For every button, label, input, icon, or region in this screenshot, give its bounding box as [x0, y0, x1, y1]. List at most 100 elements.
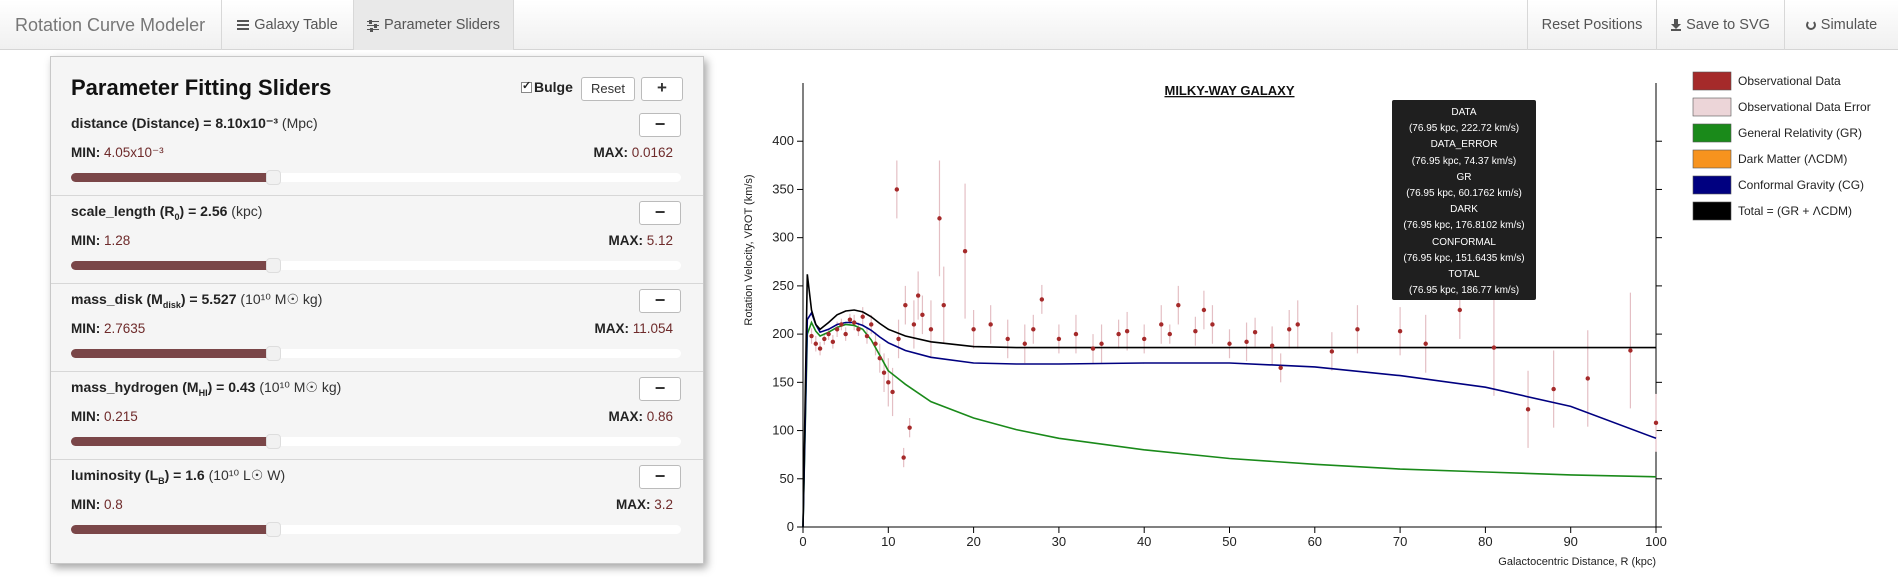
simulate-button[interactable]: Simulate	[1785, 0, 1898, 50]
reset-positions-button[interactable]: Reset Positions	[1527, 0, 1657, 50]
data-point	[1295, 322, 1300, 327]
slider-thumb[interactable]	[266, 522, 282, 537]
download-icon	[1671, 19, 1682, 32]
data-point	[839, 322, 844, 327]
data-point	[1252, 329, 1258, 335]
slider-thumb[interactable]	[266, 170, 282, 185]
param-label: mass_disk (Mdisk) = 5.527 (10¹⁰ M☉ kg)	[71, 291, 323, 310]
tooltip-line: DARK	[1450, 204, 1478, 216]
slider-thumb[interactable]	[266, 434, 282, 449]
remove-parameter-button[interactable]: −	[639, 465, 681, 489]
brand-title[interactable]: Rotation Curve Modeler	[0, 0, 222, 50]
data-point	[873, 341, 878, 346]
slider-fill	[71, 261, 275, 270]
reset-button[interactable]: Reset	[581, 77, 635, 101]
remove-parameter-button[interactable]: −	[639, 201, 681, 225]
legend-label: Dark Matter (ΛCDM)	[1738, 152, 1847, 166]
x-tick-label: 20	[966, 534, 980, 549]
data-point	[915, 293, 921, 298]
slider-thumb[interactable]	[266, 346, 282, 361]
data-point	[817, 346, 823, 351]
galaxy-table-button[interactable]: Galaxy Table	[222, 0, 354, 50]
remove-parameter-button[interactable]: −	[639, 289, 681, 313]
panel-title: Parameter Fitting Sliders	[71, 75, 332, 100]
tooltip-line: (76.95 kpc, 74.37 km/s)	[1411, 155, 1517, 167]
y-tick-label: 50	[780, 471, 794, 486]
slider-fill	[71, 437, 275, 446]
tooltip-line: (76.95 kpc, 176.8102 km/s)	[1403, 220, 1525, 232]
slider-fill	[71, 349, 275, 358]
x-tick-label: 100	[1645, 534, 1667, 549]
y-tick-label: 200	[772, 326, 794, 341]
bulge-toggle[interactable]: Bulge	[521, 79, 573, 95]
legend-swatch	[1692, 97, 1732, 117]
param-label: luminosity (LB) = 1.6 (10¹⁰ L☉ W)	[71, 467, 286, 486]
data-point	[1159, 322, 1164, 327]
data-point	[843, 331, 848, 337]
slider-thumb[interactable]	[266, 258, 282, 273]
parameter-slider[interactable]	[71, 258, 681, 273]
data-point	[896, 336, 901, 342]
data-point	[877, 356, 882, 361]
parameter-slider[interactable]	[71, 346, 681, 361]
data-point	[903, 302, 908, 308]
y-tick-label: 400	[772, 133, 794, 148]
data-point	[894, 187, 900, 192]
param-luminosity: luminosity (LB) = 1.6 (10¹⁰ L☉ W) − MIN:…	[51, 459, 703, 547]
series-line	[802, 274, 1656, 528]
data-point	[928, 327, 934, 332]
x-tick-label: 90	[1563, 534, 1577, 549]
tooltip-line: (76.95 kpc, 222.72 km/s)	[1408, 123, 1520, 135]
param-scale-length: scale_length (R0) = 2.56 (kpc) − MIN: 1.…	[51, 195, 703, 284]
param-mass-disk: mass_disk (Mdisk) = 5.527 (10¹⁰ M☉ kg) −…	[51, 283, 703, 372]
add-parameter-button[interactable]: +	[641, 77, 683, 101]
reset-positions-label: Reset Positions	[1541, 17, 1643, 33]
data-point	[830, 339, 836, 345]
data-point	[1193, 329, 1198, 334]
data-point	[1039, 297, 1045, 302]
max-label: MAX: 11.054	[594, 321, 673, 336]
bulge-checkbox[interactable]	[521, 79, 532, 93]
parameter-slider[interactable]	[71, 170, 681, 185]
legend-label: Total = (GR + ΛCDM)	[1738, 204, 1852, 218]
data-point	[881, 370, 887, 375]
x-tick-label: 10	[881, 534, 895, 549]
data-point	[1653, 420, 1659, 426]
param-label: scale_length (R0) = 2.56 (kpc)	[71, 203, 263, 222]
min-label: MIN: 4.05x10⁻³	[71, 145, 164, 160]
y-tick-label: 350	[772, 181, 794, 196]
save-svg-button[interactable]: Save to SVG	[1657, 0, 1785, 50]
param-label: distance (Distance) = 8.10x10⁻³ (Mpc)	[71, 115, 318, 131]
tooltip-line: DATA_ERROR	[1430, 139, 1498, 151]
data-point	[1551, 386, 1556, 392]
x-tick-label: 0	[799, 534, 806, 549]
data-point	[1056, 336, 1062, 342]
bulge-label: Bulge	[534, 79, 573, 95]
data-point	[1457, 307, 1463, 313]
rotation-curve-chart[interactable]: MILKY-WAY GALAXY050100150200250300350400…	[730, 50, 1898, 577]
data-point	[1210, 322, 1215, 327]
remove-parameter-button[interactable]: −	[639, 113, 681, 137]
data-point	[911, 322, 917, 327]
legend-label: Conformal Gravity (CG)	[1738, 178, 1864, 192]
parameter-sliders-panel[interactable]: Parameter Fitting Sliders Bulge Reset + …	[50, 56, 704, 564]
y-tick-label: 0	[787, 519, 794, 534]
data-point	[1525, 407, 1531, 412]
parameter-slider[interactable]	[71, 522, 681, 537]
min-label: MIN: 0.8	[71, 497, 123, 512]
data-point	[937, 216, 942, 221]
data-point	[1124, 329, 1130, 334]
data-point	[1142, 336, 1147, 342]
x-tick-label: 50	[1222, 534, 1236, 549]
data-point	[1227, 341, 1232, 346]
data-point	[1073, 331, 1079, 337]
parameter-slider[interactable]	[71, 434, 681, 449]
parameter-sliders-button[interactable]: Parameter Sliders	[354, 0, 514, 50]
remove-parameter-button[interactable]: −	[639, 377, 681, 401]
data-point	[1287, 327, 1292, 332]
data-point	[856, 327, 861, 332]
data-point	[864, 333, 870, 339]
legend-swatch	[1692, 201, 1732, 221]
tooltip-line: (76.95 kpc, 151.6435 km/s)	[1403, 252, 1525, 264]
legend-label: Observational Data	[1738, 74, 1841, 88]
